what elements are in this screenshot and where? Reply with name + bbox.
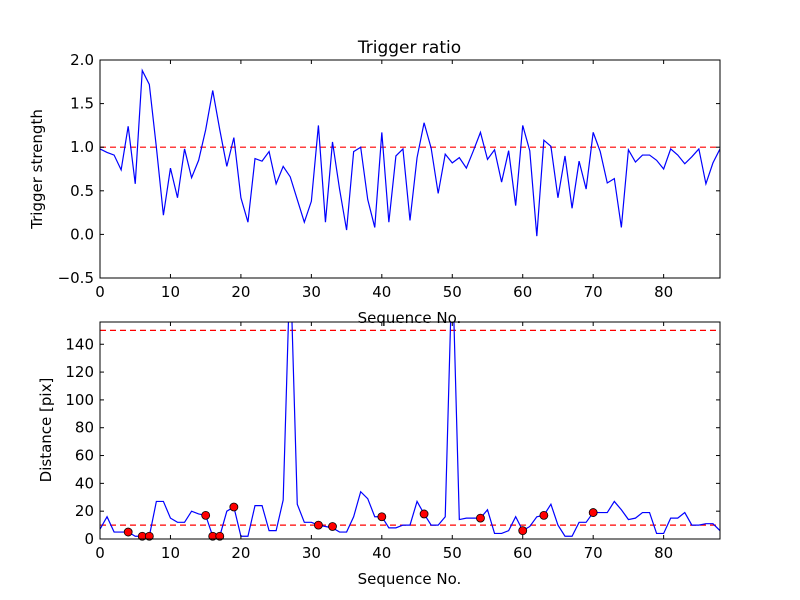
- data-point-marker: [123, 527, 133, 537]
- y-tick-label: 140: [65, 335, 94, 353]
- data-point-marker: [419, 509, 429, 519]
- y-tick-label: 120: [65, 363, 94, 381]
- data-point-marker: [229, 502, 239, 512]
- x-tick-label: 50: [443, 283, 462, 301]
- x-tick-label: 0: [95, 283, 105, 301]
- data-point-marker: [201, 510, 211, 520]
- x-tick-label: 80: [654, 544, 673, 562]
- data-point-marker: [476, 513, 485, 523]
- y-axis-label: Distance [pix]: [37, 378, 55, 483]
- y-tick-label: 60: [75, 447, 94, 465]
- y-tick-label: 20: [75, 502, 94, 520]
- y-tick-label: 0.0: [70, 225, 94, 243]
- x-tick-label: 50: [443, 544, 462, 562]
- x-tick-label: 10: [161, 544, 180, 562]
- data-point-marker: [518, 526, 528, 536]
- data-point-marker: [328, 522, 337, 531]
- x-tick-label: 20: [231, 283, 250, 301]
- y-tick-label: −0.5: [58, 269, 94, 287]
- axes-frame: [99, 321, 721, 540]
- y-tick-label: 1.0: [70, 138, 94, 156]
- axes-frame: [99, 59, 721, 279]
- y-tick-label: 0.5: [70, 182, 94, 200]
- chart-title: Trigger ratio: [357, 38, 461, 58]
- x-tick-label: 30: [302, 283, 321, 301]
- x-tick-label: 40: [372, 283, 391, 301]
- data-point-marker: [588, 508, 598, 517]
- series-line: [100, 68, 720, 237]
- x-axis-label: Sequence No.: [358, 570, 462, 588]
- data-point-marker: [377, 512, 387, 522]
- y-tick-label: 80: [75, 419, 94, 437]
- x-tick-label: 40: [372, 544, 391, 562]
- y-tick-label: 0: [84, 530, 94, 548]
- x-tick-label: 70: [584, 283, 603, 301]
- data-point-marker: [144, 531, 154, 541]
- x-tick-label: 0: [95, 544, 105, 562]
- y-tick-label: 40: [75, 474, 94, 492]
- x-tick-label: 80: [654, 283, 673, 301]
- distance-panel: Sequence No. Distance [pix] 0 10 20 30 40 50 6…: [37, 321, 721, 588]
- y-tick-label: 1.5: [70, 95, 94, 113]
- trigger-ratio-panel: Trigger ratio Sequence No. Trigger stren…: [28, 38, 721, 327]
- x-axis-label: Sequence No.: [358, 309, 462, 327]
- data-point-marker: [539, 510, 549, 520]
- x-tick-label: 70: [584, 544, 603, 562]
- x-tick-label: 60: [513, 283, 532, 301]
- data-point-marker: [314, 520, 323, 530]
- data-point-marker: [215, 531, 225, 541]
- y-tick-label: 100: [65, 391, 94, 409]
- x-tick-label: 10: [161, 283, 180, 301]
- x-tick-label: 30: [302, 544, 321, 562]
- x-tick-label: 20: [231, 544, 250, 562]
- y-tick-label: 2.0: [70, 51, 94, 69]
- x-tick-label: 60: [513, 544, 532, 562]
- y-axis-label: Trigger strength: [28, 109, 46, 230]
